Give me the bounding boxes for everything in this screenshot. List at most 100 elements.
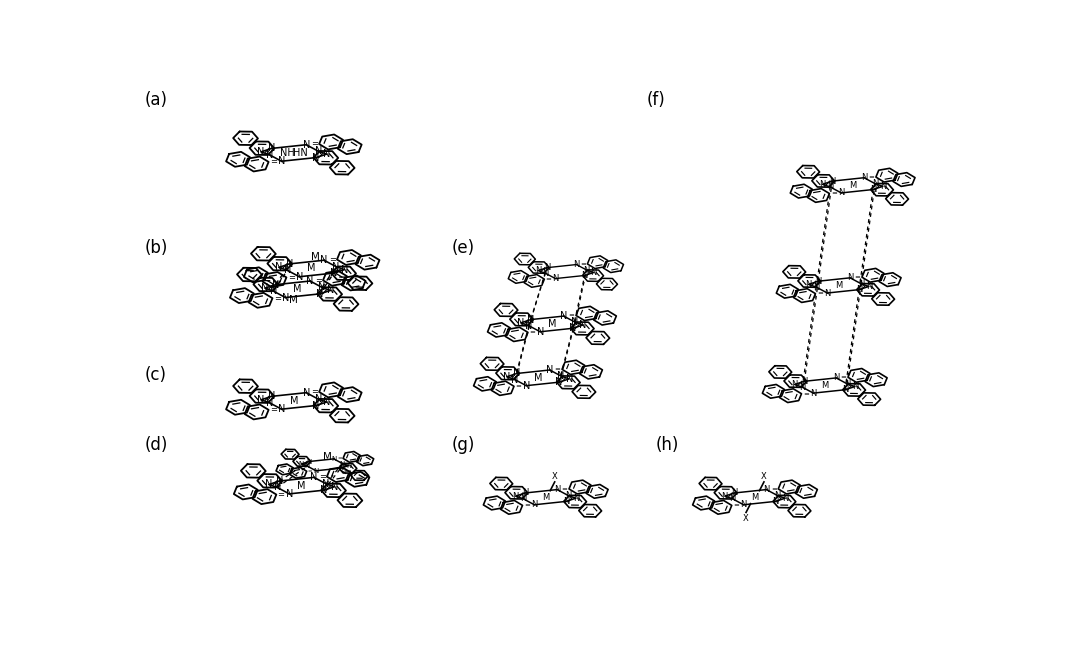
- Text: N: N: [544, 263, 551, 272]
- Text: =: =: [270, 158, 276, 167]
- Text: N: N: [557, 371, 565, 381]
- Text: N: N: [782, 494, 788, 503]
- Text: N: N: [266, 398, 273, 408]
- Text: =: =: [580, 261, 586, 267]
- Text: =: =: [524, 503, 530, 508]
- Text: N: N: [261, 283, 269, 293]
- Text: N: N: [282, 293, 289, 302]
- Text: N: N: [531, 500, 538, 509]
- Text: M: M: [835, 281, 842, 290]
- Text: N: N: [799, 382, 806, 391]
- Text: N: N: [265, 479, 272, 490]
- Text: M: M: [752, 493, 758, 502]
- Text: M: M: [548, 319, 556, 329]
- Text: N: N: [741, 500, 746, 509]
- Text: N: N: [512, 492, 518, 501]
- Text: N: N: [286, 259, 294, 269]
- Text: N: N: [866, 282, 872, 291]
- Text: N: N: [563, 497, 569, 506]
- Text: N: N: [275, 262, 283, 273]
- Text: N: N: [330, 482, 338, 492]
- Text: =: =: [287, 273, 295, 282]
- Text: N: N: [764, 485, 770, 494]
- Text: N: N: [861, 173, 867, 182]
- Text: N: N: [880, 182, 886, 191]
- Text: =: =: [840, 374, 847, 380]
- Text: X: X: [552, 472, 557, 481]
- Text: =: =: [568, 313, 575, 318]
- Text: N: N: [503, 371, 511, 382]
- Text: N: N: [523, 380, 530, 391]
- Text: N: N: [268, 391, 275, 401]
- Text: NH: NH: [281, 147, 295, 158]
- Text: (e): (e): [451, 239, 474, 257]
- Text: M: M: [297, 481, 306, 490]
- Text: X: X: [743, 514, 748, 523]
- Text: M: M: [289, 295, 298, 306]
- Text: N: N: [513, 368, 521, 379]
- Text: N: N: [806, 280, 812, 289]
- Text: (h): (h): [656, 435, 679, 453]
- Text: N: N: [537, 327, 544, 337]
- Text: N: N: [266, 150, 273, 160]
- Text: N: N: [820, 180, 825, 189]
- Text: N: N: [829, 176, 836, 185]
- Text: N: N: [552, 274, 558, 283]
- Text: N: N: [278, 404, 285, 414]
- Text: M: M: [308, 264, 316, 273]
- Text: N: N: [583, 266, 590, 275]
- Text: N: N: [313, 468, 319, 474]
- Text: (a): (a): [145, 91, 167, 109]
- Text: N: N: [581, 271, 588, 280]
- Text: N: N: [827, 182, 834, 191]
- Text: N: N: [517, 318, 525, 328]
- Text: N: N: [275, 476, 283, 486]
- Text: =: =: [273, 294, 281, 303]
- Text: N: N: [320, 485, 327, 495]
- Text: =: =: [278, 490, 285, 499]
- Text: N: N: [535, 266, 541, 275]
- Text: M: M: [821, 381, 828, 390]
- Text: N: N: [572, 494, 579, 503]
- Text: N: N: [523, 488, 528, 497]
- Text: N: N: [731, 488, 738, 497]
- Text: N: N: [729, 494, 735, 503]
- Text: M: M: [849, 181, 856, 190]
- Text: N: N: [338, 465, 343, 471]
- Text: N: N: [815, 276, 822, 286]
- Text: N: N: [571, 317, 579, 327]
- Text: N: N: [561, 311, 567, 321]
- Text: N: N: [521, 494, 527, 503]
- Text: N: N: [312, 401, 320, 410]
- Text: N: N: [546, 365, 553, 375]
- Text: =: =: [311, 388, 318, 397]
- Text: N: N: [340, 461, 345, 466]
- Text: N: N: [323, 149, 330, 159]
- Text: N: N: [322, 479, 329, 489]
- Text: N: N: [843, 379, 850, 388]
- Text: M: M: [323, 452, 333, 462]
- Text: N: N: [285, 489, 293, 499]
- Text: N: N: [721, 492, 728, 501]
- Text: N: N: [332, 456, 336, 462]
- Text: M: M: [534, 373, 542, 383]
- Text: N: N: [554, 485, 561, 494]
- Text: N: N: [333, 262, 340, 272]
- Text: N: N: [838, 189, 845, 198]
- Text: N: N: [855, 285, 862, 294]
- Text: (g): (g): [451, 435, 474, 453]
- Text: N: N: [824, 289, 831, 298]
- Text: M: M: [542, 493, 550, 502]
- Text: (f): (f): [647, 91, 665, 109]
- Text: M: M: [311, 253, 320, 262]
- Text: (c): (c): [145, 366, 166, 384]
- Text: N: N: [527, 315, 535, 324]
- Text: N: N: [511, 375, 518, 384]
- Text: N: N: [272, 280, 280, 289]
- Text: N: N: [310, 472, 318, 483]
- Text: =: =: [270, 406, 276, 415]
- Text: N: N: [847, 273, 853, 282]
- Text: =: =: [854, 274, 861, 280]
- Text: N: N: [302, 388, 310, 398]
- Text: =: =: [771, 486, 777, 492]
